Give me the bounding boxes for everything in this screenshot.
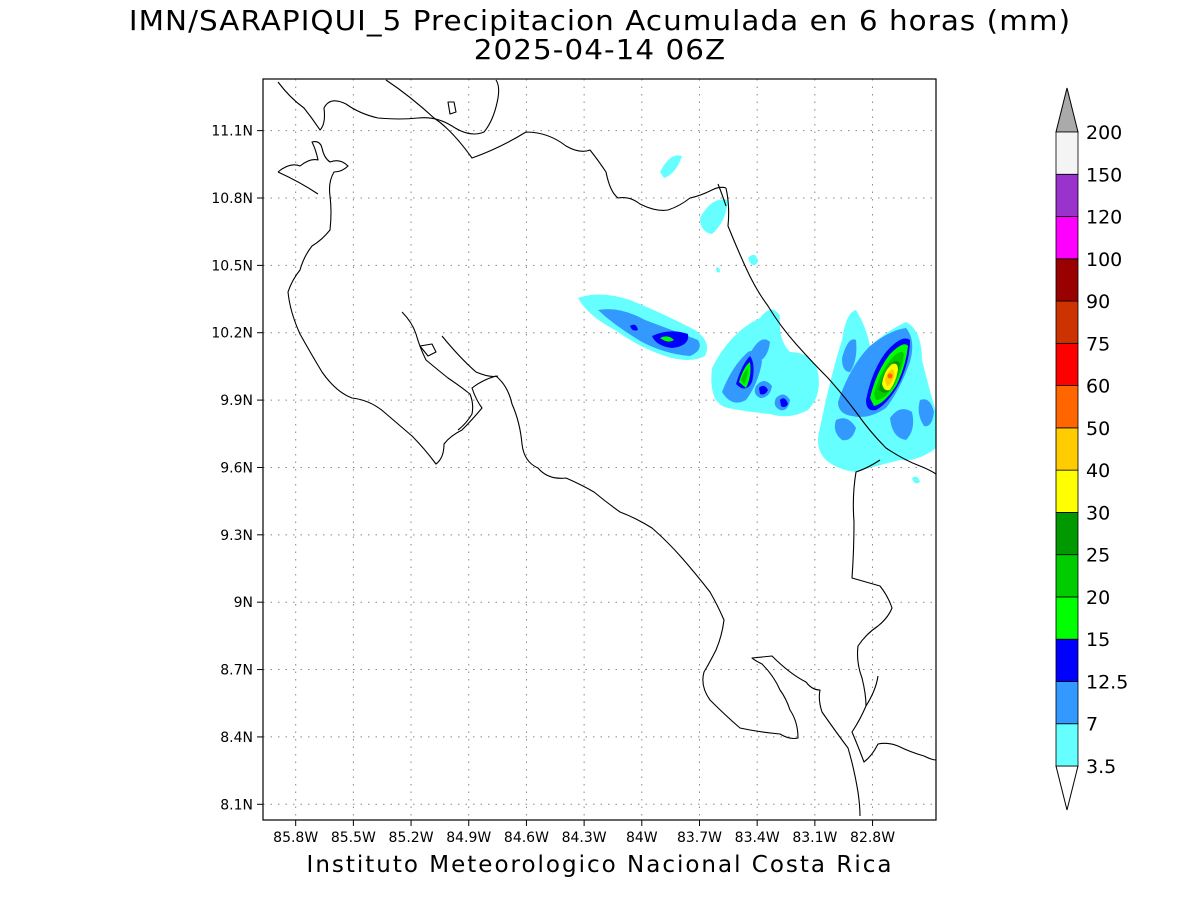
colorbar: 3.5 7 12.5 15 20 25 30 40 50 60 75 90 100 120 150 200 — [1055, 87, 1128, 811]
colorbar-label: 25 — [1086, 545, 1110, 567]
colorbar-label: 100 — [1086, 249, 1122, 271]
colorbar-swatch — [1055, 596, 1079, 640]
lat-tick-label: 11.1N — [211, 124, 253, 140]
chart-valid-time: 2025-04-14 06Z — [473, 33, 727, 66]
colorbar-swatch — [1055, 258, 1079, 302]
colorbar-swatch — [1055, 342, 1079, 387]
chart-title: IMN/SARAPIQUI_5 Precipitacion Acumulada … — [128, 4, 1072, 37]
colorbar-label: 3.5 — [1086, 756, 1116, 778]
colorbar-label: 50 — [1086, 418, 1110, 440]
colorbar-label: 200 — [1086, 122, 1122, 144]
colorbar-swatch — [1055, 131, 1079, 175]
lat-tick-label: 10.5N — [211, 258, 253, 274]
lon-tick-label: 83.4W — [735, 830, 780, 846]
footer-credit: Instituto Meteorologico Nacional Costa R… — [306, 852, 894, 878]
lon-tick-label: 83.7W — [677, 830, 722, 846]
colorbar-label: 20 — [1086, 587, 1110, 609]
lon-tick-label: 82.8W — [850, 830, 895, 846]
lat-tick-label: 8.4N — [220, 730, 253, 746]
colorbar-label: 120 — [1086, 207, 1122, 229]
lon-tick-label: 84W — [626, 830, 658, 846]
lon-tick-label: 85.8W — [273, 830, 318, 846]
lat-tick-label: 10.2N — [211, 326, 253, 342]
colorbar-swatch — [1055, 300, 1079, 344]
lat-tick-label: 9.9N — [220, 393, 253, 409]
lat-tick-label: 8.7N — [220, 663, 253, 679]
lat-tick-label: 9.3N — [220, 528, 253, 544]
lon-tick-label: 85.5W — [331, 830, 376, 846]
colorbar-swatch — [1055, 427, 1079, 471]
lon-tick-label: 84.3W — [562, 830, 607, 846]
colorbar-label: 12.5 — [1086, 671, 1128, 693]
lon-tick-label: 83.1W — [792, 830, 837, 846]
colorbar-swatch — [1055, 638, 1079, 682]
colorbar-swatch — [1055, 723, 1079, 767]
colorbar-swatch — [1055, 512, 1079, 556]
colorbar-label: 60 — [1086, 376, 1110, 398]
colorbar-label: 15 — [1086, 629, 1110, 651]
colorbar-label: 30 — [1086, 502, 1110, 524]
colorbar-swatch — [1055, 554, 1079, 598]
colorbar-label: 150 — [1086, 164, 1122, 186]
colorbar-label: 7 — [1086, 714, 1098, 736]
map-frame — [262, 78, 937, 821]
lon-tick-label: 84.9W — [446, 830, 491, 846]
lat-tick-label: 8.1N — [220, 797, 253, 813]
coastline-and-borders — [277, 79, 937, 817]
lon-tick-label: 84.6W — [504, 830, 549, 846]
colorbar-label: 40 — [1086, 460, 1110, 482]
axis-ticks: 11.1N 10.8N 10.5N 10.2N 9.9N 9.6N 9.3N 9N 8.7N 8.… — [211, 124, 895, 846]
lat-tick-label: 9.6N — [220, 460, 253, 476]
colorbar-swatch — [1055, 469, 1079, 513]
colorbar-over-triangle — [1055, 87, 1079, 133]
colorbar-label: 90 — [1086, 291, 1110, 313]
colorbar-label: 75 — [1086, 333, 1110, 355]
colorbar-swatch — [1055, 681, 1079, 725]
colorbar-under-triangle — [1055, 765, 1079, 811]
precip-level-50 — [887, 373, 893, 379]
lat-tick-label: 9N — [234, 595, 253, 611]
lon-tick-label: 85.2W — [389, 830, 434, 846]
colorbar-swatch — [1055, 216, 1079, 260]
lat-tick-label: 10.8N — [211, 191, 253, 207]
colorbar-swatch — [1055, 173, 1079, 217]
colorbar-swatch — [1055, 385, 1079, 429]
precipitation-field — [578, 155, 936, 484]
